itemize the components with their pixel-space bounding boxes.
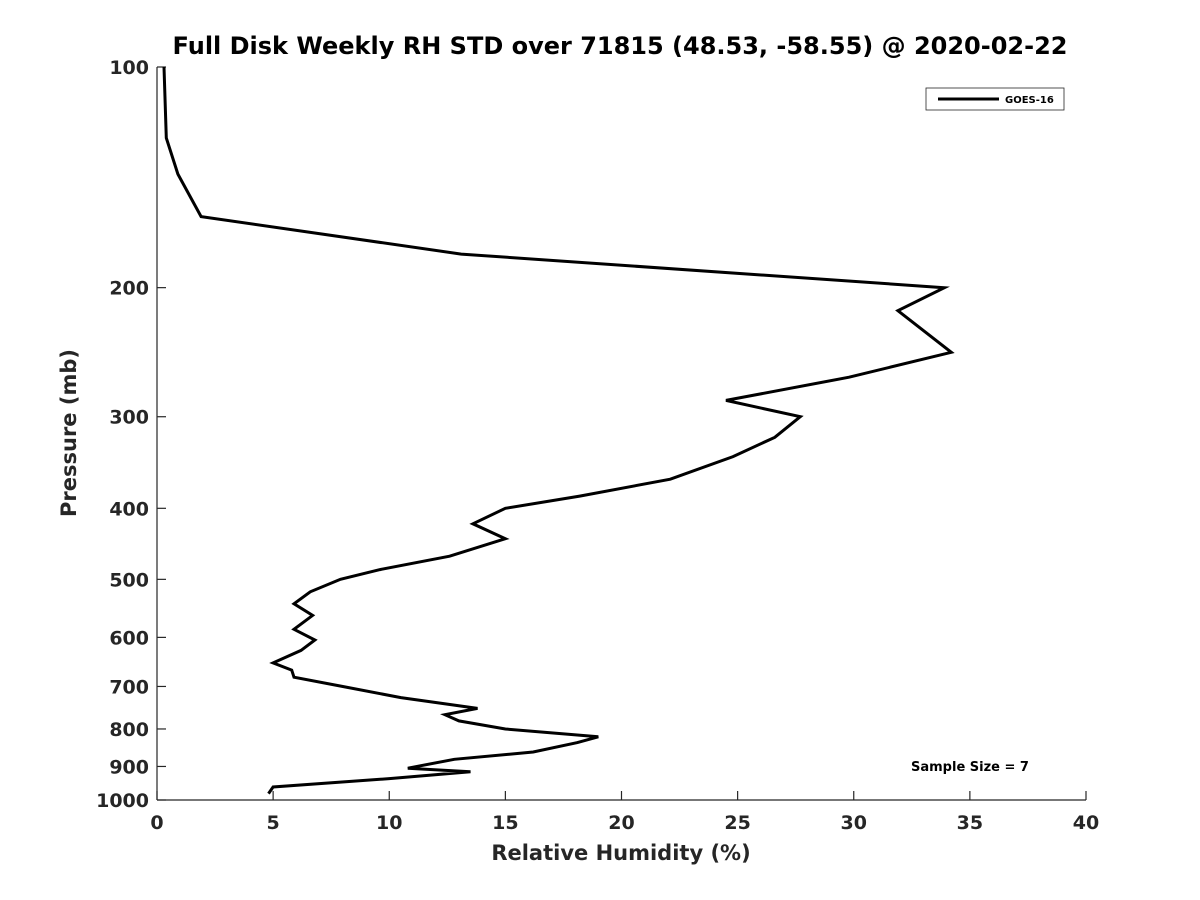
x-tick-label: 5 xyxy=(267,812,280,834)
x-tick-label: 35 xyxy=(957,812,983,834)
x-tick-label: 20 xyxy=(608,812,634,834)
y-tick-label: 900 xyxy=(109,756,149,778)
x-tick-label: 40 xyxy=(1073,812,1099,834)
x-tick-label: 30 xyxy=(841,812,867,834)
legend: GOES-16 xyxy=(925,87,1065,111)
x-tick-label: 25 xyxy=(724,812,750,834)
series-line-goes-16 xyxy=(162,66,955,795)
sample-size-annotation: Sample Size = 7 xyxy=(911,760,1029,775)
x-tick-label: 0 xyxy=(150,812,163,834)
y-tick-label: 300 xyxy=(109,407,149,429)
y-tick-label: 100 xyxy=(109,57,149,79)
y-tick-label: 400 xyxy=(109,498,149,520)
y-tick-label: 1000 xyxy=(96,790,149,812)
y-tick-label: 200 xyxy=(109,278,149,300)
y-tick-label: 700 xyxy=(109,676,149,698)
y-tick-label: 500 xyxy=(109,569,149,591)
x-axis-label: Relative Humidity (%) xyxy=(491,841,750,865)
x-axis-ticks: 0 5 10 15 20 25 30 35 40 xyxy=(150,791,1099,834)
y-axis-ticks: 100 200 300 400 500 600 700 800 900 1000 xyxy=(96,57,166,812)
y-axis-label: Pressure (mb) xyxy=(57,349,81,517)
y-tick-label: 800 xyxy=(109,719,149,741)
chart-title: Full Disk Weekly RH STD over 71815 (48.5… xyxy=(173,32,1068,60)
legend-label-goes-16: GOES-16 xyxy=(1005,95,1054,106)
x-tick-label: 10 xyxy=(376,812,402,834)
x-tick-label: 15 xyxy=(492,812,518,834)
y-tick-label: 600 xyxy=(109,627,149,649)
series-group xyxy=(162,66,955,795)
